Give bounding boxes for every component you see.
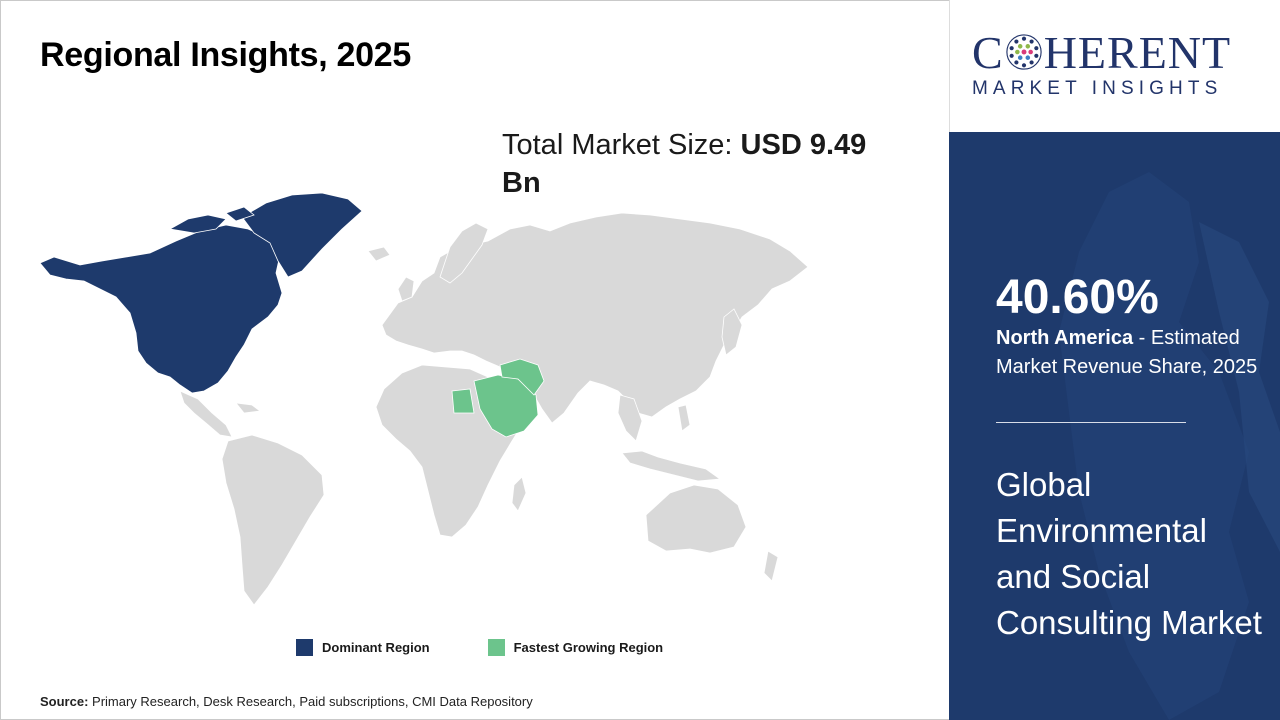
greenland-shape (241, 192, 363, 278)
share-desc-text: - Estimated Market Revenue Share, 2025 (996, 327, 1258, 378)
logo-letters-rest: HERENT (1043, 27, 1232, 78)
source-text: Primary Research, Desk Research, Paid su… (92, 694, 533, 709)
insight-panel: 40.60% North America - Estimated Market … (949, 132, 1280, 720)
canada-usa-shape (39, 224, 283, 394)
logo-wordmark: C HERENT (972, 30, 1231, 76)
share-percentage: 40.60% (996, 271, 1159, 324)
world-map (30, 185, 830, 615)
caribbean-shape (235, 402, 262, 414)
logo-tagline: MARKET INSIGHTS (972, 78, 1223, 99)
uk-shape (397, 276, 415, 302)
legend-swatch-dominant (296, 639, 313, 656)
japan-shape (721, 308, 743, 356)
source-note: Source: Primary Research, Desk Research,… (40, 694, 533, 709)
panel-divider (996, 422, 1186, 423)
legend-item-dominant: Dominant Region (296, 639, 430, 656)
australia-shape (645, 484, 747, 554)
south-america-shape (221, 434, 325, 606)
share-region: North America (996, 327, 1134, 349)
map-base-land (179, 212, 809, 606)
legend-swatch-fastest (487, 639, 505, 656)
legend-item-fastest: Fastest Growing Region (487, 639, 664, 656)
legend-label-dominant: Dominant Region (322, 640, 430, 655)
source-label: Source: (40, 694, 89, 709)
brand-logo: C HERENT MARKET INSIGHTS (949, 0, 1280, 132)
logo-globe-icon (1006, 34, 1042, 70)
share-description: North America - Estimated Market Revenue… (996, 324, 1276, 382)
arctic-islands-shape-2 (225, 206, 255, 222)
dominant-region-north-america (39, 192, 363, 394)
market-size-value: USD 9.49 Bn (502, 129, 867, 199)
iceland-shape (367, 246, 391, 262)
market-name: Global Environmental and Social Consulti… (996, 466, 1262, 641)
new-zealand-shape (763, 550, 779, 582)
total-market-size: Total Market Size: USD 9.49 Bn (502, 126, 902, 202)
madagascar-shape (511, 476, 527, 512)
arctic-islands-shape (168, 214, 227, 234)
map-legend: Dominant Region Fastest Growing Region (296, 639, 663, 656)
logo-letter-c: C (972, 27, 1004, 78)
fastest-region-middle-east (451, 358, 545, 438)
indonesia-shape (621, 450, 722, 482)
market-size-label: Total Market Size: (502, 129, 733, 161)
page-title: Regional Insights, 2025 (40, 36, 411, 74)
iran-shape (499, 358, 545, 396)
eurasia-shape (381, 212, 809, 424)
legend-label-fastest: Fastest Growing Region (513, 640, 664, 655)
central-america-shape (179, 390, 233, 438)
philippines-shape (677, 404, 691, 432)
scandinavia-shape (439, 222, 489, 284)
egypt-shape (451, 388, 475, 414)
indochina-shape (617, 394, 643, 442)
panel-background-map (1059, 172, 1280, 720)
